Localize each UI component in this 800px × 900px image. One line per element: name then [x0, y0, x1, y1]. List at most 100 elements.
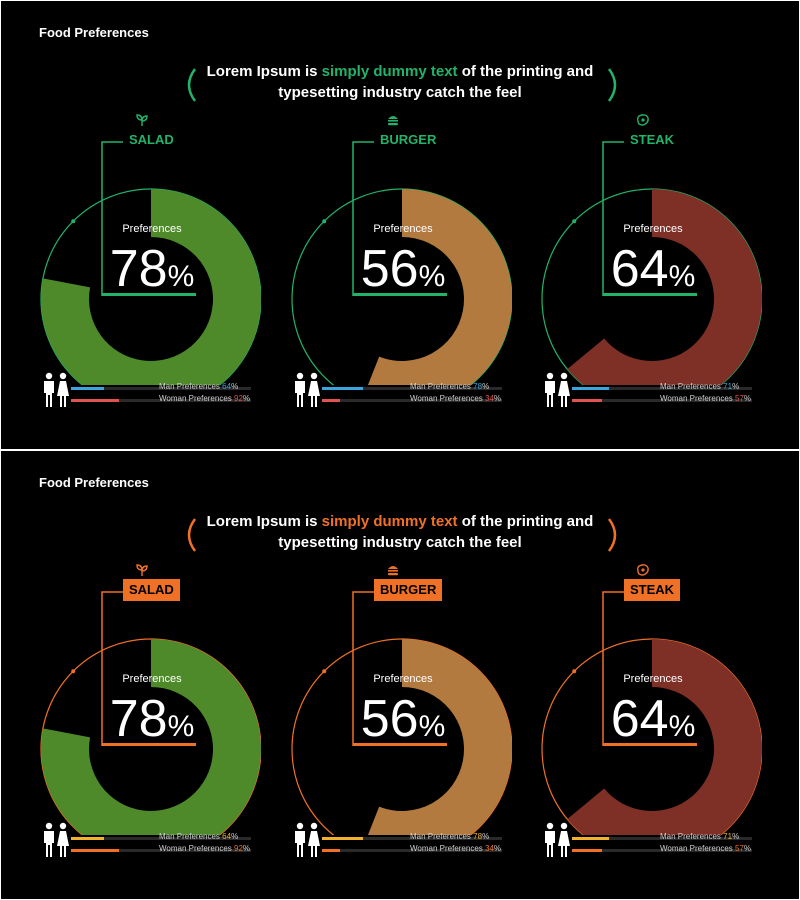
- man-preference-unit: %: [231, 382, 239, 391]
- percent-sign: %: [418, 260, 446, 293]
- man-preference-fill: [71, 387, 105, 390]
- category-label: STEAK: [630, 132, 675, 147]
- man-preference-text: Man Preferences: [660, 832, 721, 841]
- woman-preference-text: Woman Preferences: [410, 394, 483, 403]
- woman-preference-value: 92: [234, 394, 243, 403]
- man-preference-label: Man Preferences 78%: [410, 382, 489, 391]
- headline-pre: Lorem Ipsum is: [206, 63, 322, 80]
- category-label: SALAD: [129, 132, 174, 147]
- preference-number: 78: [109, 240, 168, 298]
- category-column-steak: STEAK Preferences 64% Man Preferences 71% Wo…: [502, 564, 762, 875]
- slide-title: Food Preferences: [39, 475, 149, 490]
- preference-value: 56%: [353, 689, 453, 757]
- right-bracket: [607, 68, 617, 102]
- preference-value: 64%: [603, 239, 703, 307]
- percent-sign: %: [668, 710, 696, 743]
- woman-preference-unit: %: [242, 394, 251, 403]
- category-label: BURGER: [380, 132, 437, 147]
- category-column-steak: STEAK Preferences 64% Man Preferences 71% Wo…: [502, 114, 762, 425]
- slide-orange: Food Preferences Lorem Ipsum is simply d…: [1, 451, 799, 899]
- woman-preference-label: Woman Preferences 34%: [410, 394, 501, 403]
- woman-preference-bar: [322, 849, 502, 852]
- preferences-label: Preferences: [623, 673, 683, 685]
- percent-sign: %: [167, 710, 195, 743]
- donut-slice: [567, 639, 762, 835]
- headline-pre: Lorem Ipsum is: [206, 513, 322, 530]
- woman-preference-value: 34: [485, 394, 494, 403]
- man-preference-label: Man Preferences 78%: [410, 832, 489, 841]
- value-underline: [353, 293, 447, 296]
- man-preference-fill: [572, 837, 609, 840]
- percent-sign: %: [668, 260, 696, 293]
- woman-preference-value: 57: [735, 394, 744, 403]
- man-preference-text: Man Preferences: [159, 832, 220, 841]
- woman-preference-text: Woman Preferences: [660, 394, 733, 403]
- donut-slice: [41, 639, 261, 835]
- left-bracket: [187, 68, 197, 102]
- category-label: STEAK: [624, 579, 681, 601]
- woman-preference-text: Woman Preferences: [159, 844, 232, 853]
- woman-preference-label: Woman Preferences 92%: [159, 844, 250, 853]
- man-preference-bar: [71, 837, 251, 840]
- people-icon: [545, 822, 570, 857]
- slide-green: Food Preferences Lorem Ipsum is simply d…: [1, 1, 799, 449]
- woman-preference-bar: [572, 849, 752, 852]
- man-preference-bar: [71, 387, 251, 390]
- value-underline: [603, 293, 697, 296]
- steak-icon: [636, 564, 649, 576]
- preference-number: 78: [109, 690, 168, 748]
- headline: Lorem Ipsum is simply dummy text of the …: [181, 61, 619, 103]
- man-preference-unit: %: [732, 832, 740, 841]
- preferences-label: Preferences: [373, 673, 433, 685]
- preferences-label: Preferences: [122, 673, 182, 685]
- man-preference-bar: [572, 387, 752, 390]
- category-column-burger: BURGER Preferences 56% Man Preferences 78% W…: [252, 116, 512, 425]
- preferences-label: Preferences: [373, 223, 433, 235]
- value-underline: [102, 743, 196, 746]
- people-icon: [44, 822, 69, 857]
- preference-number: 64: [610, 690, 669, 748]
- woman-preference-label: Woman Preferences 92%: [159, 394, 250, 403]
- people-icon: [44, 372, 69, 407]
- woman-preference-unit: %: [493, 844, 502, 853]
- donut-chart: [291, 141, 512, 385]
- preference-value: 64%: [603, 689, 703, 757]
- man-preference-bar: [572, 837, 752, 840]
- man-preference-value: 64: [222, 832, 232, 841]
- woman-preference-value: 57: [735, 844, 744, 853]
- man-preference-fill: [572, 387, 609, 390]
- woman-preference-bar: [322, 399, 502, 402]
- burger-icon: [388, 566, 398, 576]
- man-preference-value: 78: [473, 832, 483, 841]
- woman-preference-value: 34: [485, 844, 494, 853]
- left-bracket: [187, 518, 197, 552]
- woman-preference-text: Woman Preferences: [159, 394, 232, 403]
- donut-chart: [40, 591, 261, 835]
- donut-slice: [367, 639, 512, 835]
- donut-slice: [567, 189, 762, 385]
- headline-highlight: simply dummy text: [321, 63, 458, 80]
- woman-preference-text: Woman Preferences: [410, 844, 483, 853]
- preference-value: 78%: [102, 239, 202, 307]
- people-icon: [295, 372, 320, 407]
- woman-preference-label: Woman Preferences 57%: [660, 844, 751, 853]
- woman-preference-unit: %: [743, 394, 752, 403]
- value-underline: [603, 743, 697, 746]
- man-preference-fill: [322, 387, 363, 390]
- man-preference-text: Man Preferences: [410, 832, 471, 841]
- man-preference-text: Man Preferences: [159, 382, 220, 391]
- headline-post: of the printing and typesetting industry…: [278, 63, 594, 101]
- preference-value: 78%: [102, 689, 202, 757]
- man-preference-unit: %: [732, 382, 740, 391]
- man-preference-label: Man Preferences 64%: [159, 832, 238, 841]
- preferences-label: Preferences: [623, 223, 683, 235]
- woman-preference-label: Woman Preferences 34%: [410, 844, 501, 853]
- man-preference-fill: [71, 837, 105, 840]
- woman-preference-fill: [71, 849, 119, 852]
- man-preference-fill: [322, 837, 363, 840]
- donut-chart: [541, 141, 762, 385]
- man-preference-label: Man Preferences 71%: [660, 382, 739, 391]
- woman-preference-unit: %: [743, 844, 752, 853]
- slide-title: Food Preferences: [39, 25, 149, 40]
- preference-number: 56: [360, 240, 419, 298]
